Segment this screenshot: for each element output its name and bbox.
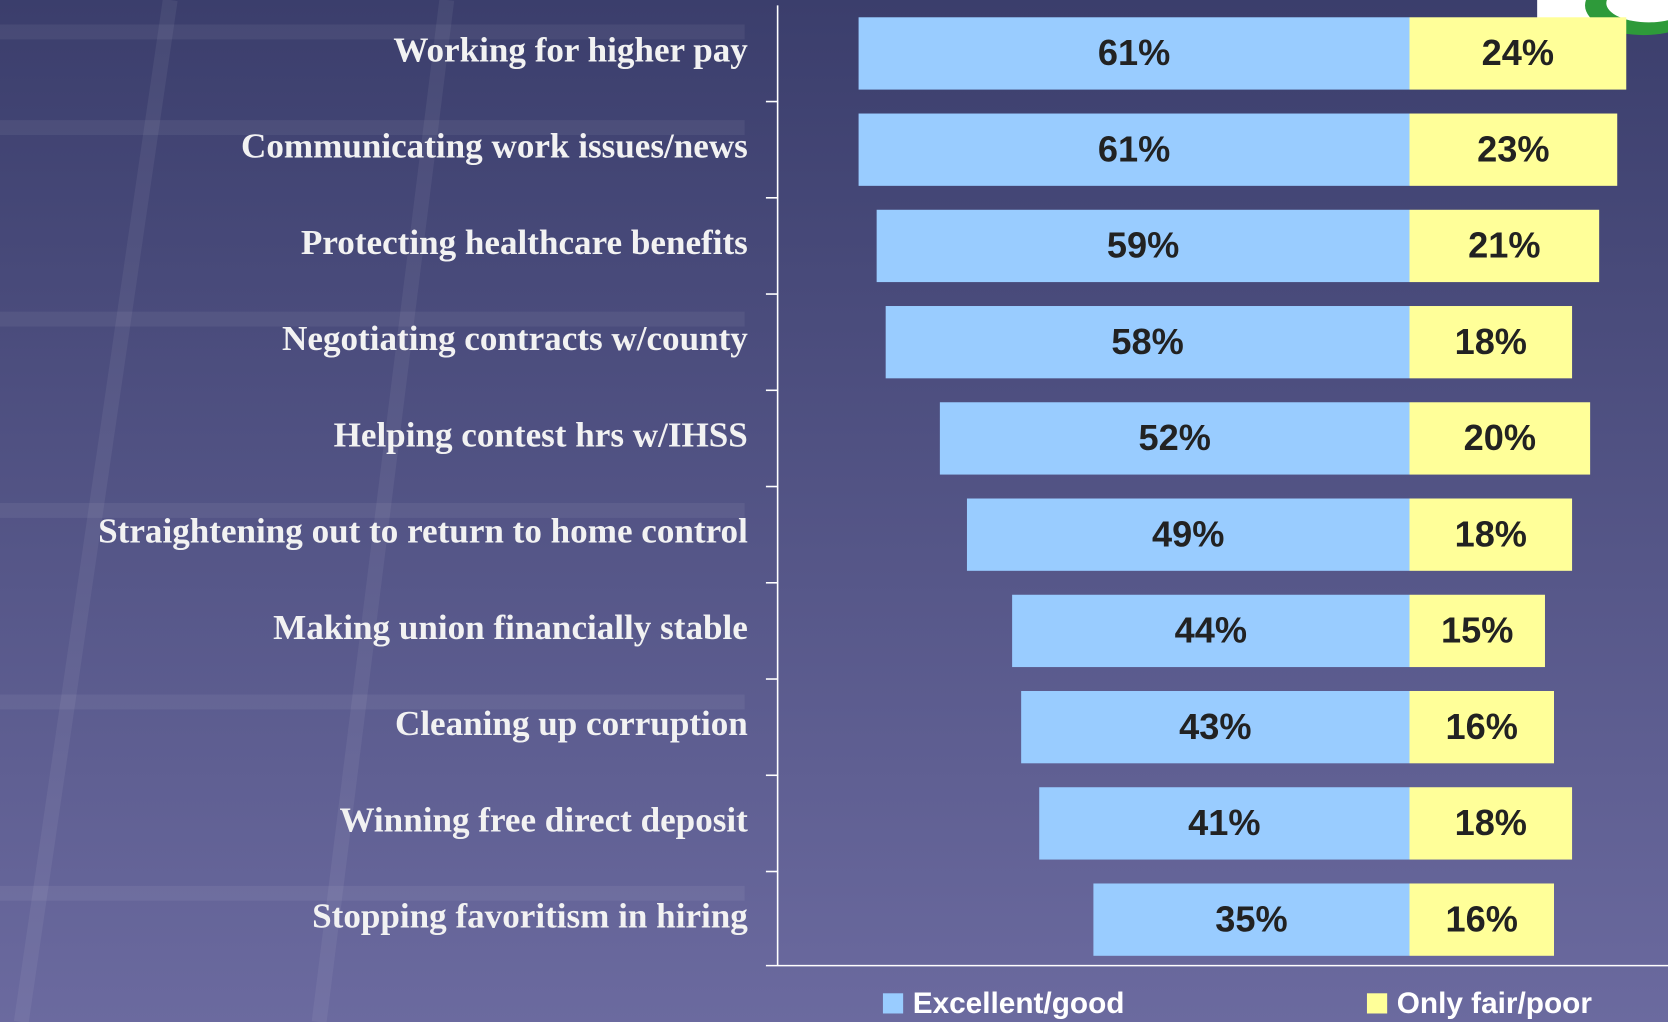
- data-label: 18%: [1455, 802, 1527, 843]
- data-label: 43%: [1179, 706, 1251, 747]
- bar-segment: [1409, 209, 1600, 283]
- legend-swatch: [1366, 993, 1388, 1014]
- category-label: Protecting healthcare benefits: [301, 223, 748, 262]
- bar-segment: [1409, 594, 1545, 668]
- data-label: 18%: [1455, 513, 1527, 554]
- bar-segment: [966, 498, 1410, 571]
- bar-segment: [1021, 690, 1410, 764]
- data-label: 21%: [1468, 225, 1540, 266]
- data-label: 59%: [1107, 225, 1179, 266]
- bar-segment: [1409, 402, 1591, 475]
- background-pattern: [0, 0, 745, 1022]
- category-label: Working for higher pay: [393, 30, 748, 69]
- bar-segment: [1012, 594, 1410, 668]
- data-label: 24%: [1482, 32, 1554, 73]
- data-label: 23%: [1477, 128, 1549, 169]
- category-label: Cleaning up corruption: [395, 704, 748, 743]
- bar-segment: [1039, 787, 1410, 860]
- data-label: 52%: [1138, 417, 1210, 458]
- data-label: 16%: [1446, 706, 1518, 747]
- data-label: 61%: [1098, 128, 1170, 169]
- category-label: Helping contest hrs w/IHSS: [334, 415, 748, 454]
- bar-segment: [1409, 113, 1618, 186]
- legend-label: Only fair/poor: [1397, 987, 1593, 1020]
- bar-segment: [1409, 690, 1555, 764]
- bar-segment: [1409, 306, 1573, 379]
- bar-segment: [858, 17, 1410, 90]
- data-label: 58%: [1111, 321, 1183, 362]
- bar-segment: [858, 113, 1410, 186]
- data-label: 35%: [1215, 898, 1287, 939]
- bar-segment: [1093, 883, 1410, 956]
- bar-segment: [1409, 17, 1627, 90]
- category-label: Straightening out to return to home cont…: [98, 512, 748, 551]
- bar-segment: [939, 402, 1410, 475]
- category-label: Winning free direct deposit: [339, 800, 748, 839]
- data-label: 16%: [1446, 898, 1518, 939]
- bar-segment: [1409, 787, 1573, 860]
- data-label: 15%: [1441, 610, 1513, 651]
- data-label: 20%: [1464, 417, 1536, 458]
- category-label: Negotiating contracts w/county: [282, 319, 748, 358]
- category-label: Stopping favoritism in hiring: [312, 897, 748, 936]
- data-label: 41%: [1188, 802, 1260, 843]
- bar-segment: [1409, 883, 1555, 956]
- data-label: 44%: [1175, 610, 1247, 651]
- data-label: 18%: [1455, 321, 1527, 362]
- data-label: 49%: [1152, 513, 1224, 554]
- legend-swatch: [882, 993, 904, 1014]
- bar-segment: [876, 209, 1410, 283]
- data-label: 61%: [1098, 32, 1170, 73]
- legend-label: Excellent/good: [913, 987, 1125, 1020]
- category-label: Communicating work issues/news: [241, 127, 748, 166]
- bar-segment: [885, 306, 1410, 379]
- bar-segment: [1409, 498, 1573, 571]
- category-label: Making union financially stable: [273, 608, 748, 647]
